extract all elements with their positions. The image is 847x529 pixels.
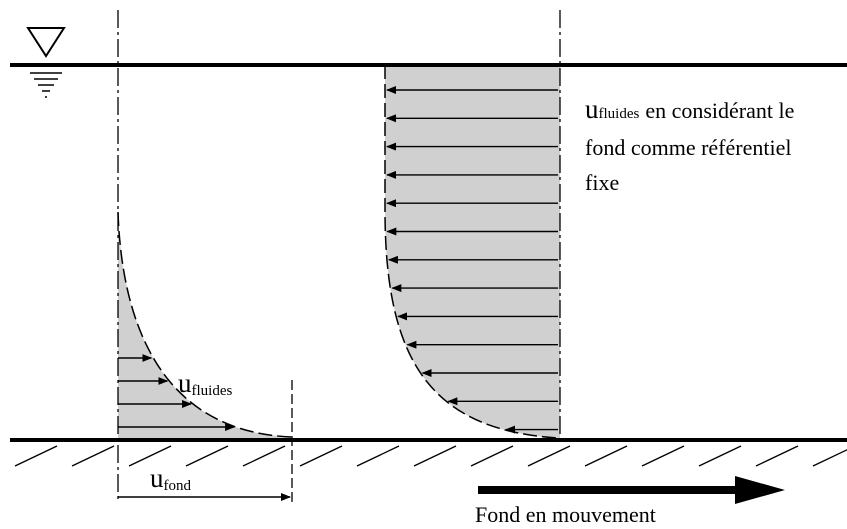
hatch-line (755, 445, 799, 467)
hatch-line (299, 445, 343, 467)
hatch-line (584, 445, 628, 467)
hatch-line (413, 445, 457, 467)
bed-hatching (14, 445, 847, 467)
hatch-line (185, 445, 229, 467)
left-profile-curve (117, 211, 293, 438)
water-symbol (26, 27, 66, 58)
hatch-line (812, 449, 847, 467)
velocity-arrows (118, 86, 558, 434)
hatch-line (356, 445, 400, 467)
fond-label: ufond (150, 463, 191, 494)
right-profile-area (385, 65, 560, 440)
right-note-line1: ufluides en considérant le (585, 94, 794, 124)
water-symbol-lines (30, 72, 62, 98)
hatch-line (71, 445, 115, 467)
hatch-line (242, 445, 286, 467)
hatch-line (470, 445, 514, 467)
right-note-line2: fond comme référentiel (585, 135, 791, 160)
hatch-line (698, 445, 742, 467)
hatch-line (14, 445, 58, 467)
right-note-line3: fixe (585, 170, 619, 195)
hatch-line (128, 445, 172, 467)
hatch-line (641, 445, 685, 467)
left-profile-label: ufluides (178, 368, 232, 399)
motion-label: Fond en mouvement (475, 502, 656, 527)
left-profile-area (118, 212, 292, 440)
hatch-line (527, 445, 571, 467)
motion-arrow (478, 476, 785, 504)
